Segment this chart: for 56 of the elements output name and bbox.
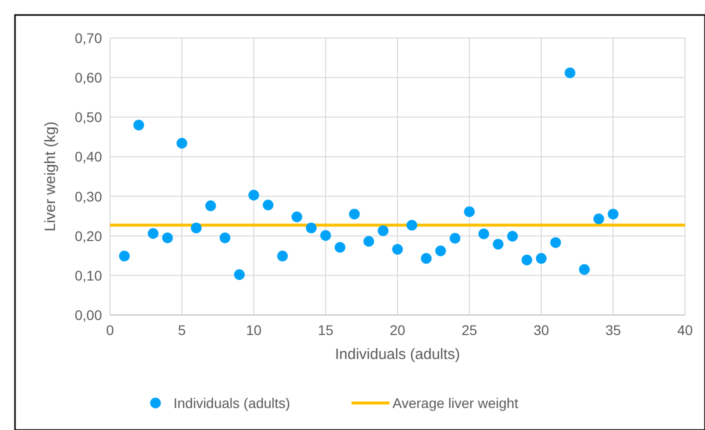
x-tick-label: 25 — [462, 322, 478, 338]
point — [248, 190, 260, 200]
point — [363, 236, 374, 247]
point — [593, 214, 604, 224]
y-tick-label: 0,60 — [74, 70, 102, 86]
point — [190, 222, 202, 234]
point — [162, 232, 173, 244]
legend-label: Average liver weight — [392, 395, 518, 411]
point — [608, 208, 618, 220]
point — [306, 222, 317, 234]
point — [320, 230, 331, 241]
x-tick-label: 40 — [677, 322, 693, 338]
y-tick-label: 0,00 — [74, 307, 102, 323]
y-axis-title: Liver weight (kg) — [42, 121, 59, 232]
x-tick-label: 20 — [390, 322, 406, 338]
point — [119, 250, 130, 262]
y-tick-label: 0,10 — [74, 267, 102, 284]
legend-label: Individuals (adults) — [174, 395, 290, 411]
point — [334, 242, 346, 253]
point — [464, 206, 475, 218]
point — [550, 237, 561, 248]
point — [579, 264, 590, 275]
point — [148, 228, 158, 239]
point — [205, 200, 216, 212]
point — [378, 225, 388, 236]
y-tick-label: 0,30 — [74, 188, 102, 204]
point — [277, 250, 288, 262]
point — [133, 120, 144, 130]
point — [292, 212, 302, 222]
point — [176, 138, 188, 149]
point — [478, 228, 490, 240]
point — [406, 220, 418, 231]
x-tick-label: 15 — [318, 322, 334, 338]
point — [507, 230, 518, 242]
point — [564, 67, 576, 78]
point — [450, 232, 460, 244]
y-tick-label: 0,40 — [74, 148, 102, 165]
x-tick-label: 30 — [533, 322, 550, 338]
point — [536, 253, 547, 264]
x-axis-title: Individuals (adults) — [334, 346, 460, 363]
point — [349, 208, 360, 220]
y-tick-label: 0,70 — [74, 30, 102, 46]
point — [522, 254, 532, 266]
x-tick-label: 5 — [178, 322, 186, 338]
point — [220, 232, 230, 244]
point — [392, 244, 403, 255]
x-tick-label: 0 — [106, 322, 114, 338]
point — [234, 269, 245, 280]
x-tick-label: 10 — [246, 322, 262, 338]
point — [262, 200, 274, 210]
y-tick-label: 0,20 — [74, 228, 102, 244]
x-tick-label: 35 — [605, 322, 622, 338]
y-tick-label: 0,50 — [74, 109, 102, 126]
point — [435, 246, 446, 256]
point — [420, 253, 432, 264]
point — [492, 238, 504, 250]
